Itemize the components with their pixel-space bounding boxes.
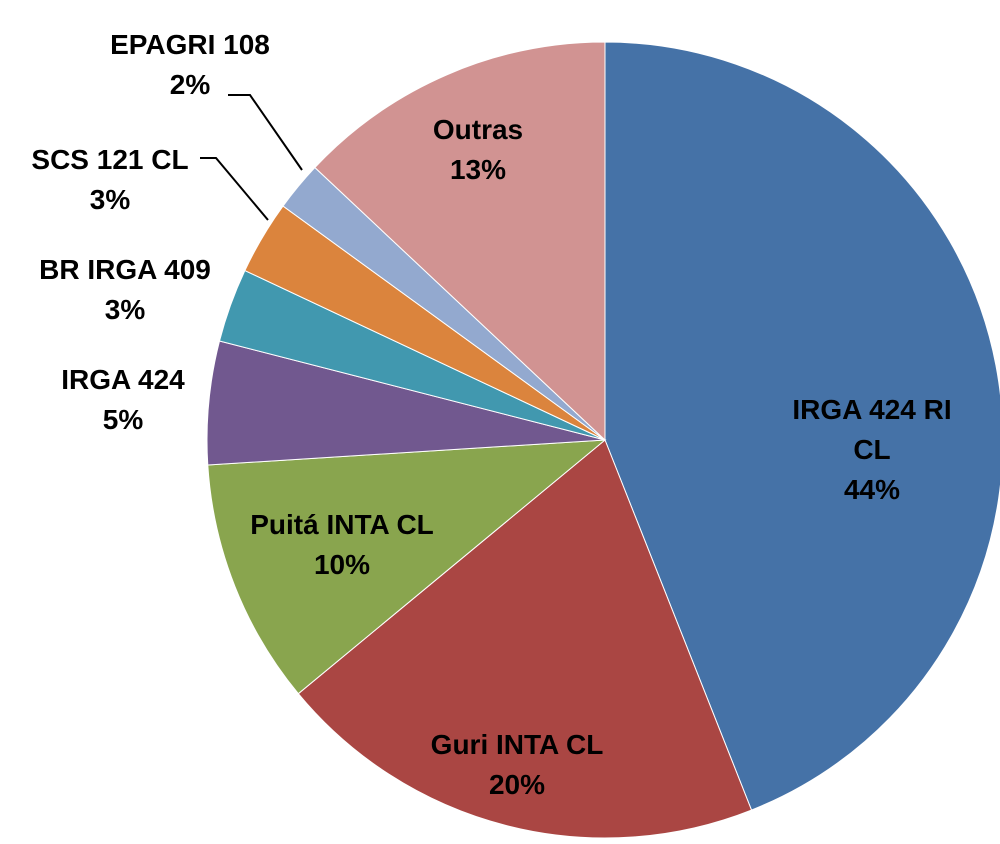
pie-slice bbox=[604, 41, 1000, 811]
value-label: 3% bbox=[104, 294, 146, 325]
slice-label: EPAGRI 108 2% bbox=[110, 25, 270, 105]
leader-line bbox=[200, 157, 269, 221]
pie-slice bbox=[297, 439, 753, 839]
value-label: 10% bbox=[313, 549, 371, 580]
slice-label: Outras 13% bbox=[433, 110, 523, 190]
slice-label: Puitá INTA CL 10% bbox=[250, 505, 434, 585]
value-label: 20% bbox=[488, 769, 546, 800]
category-label: SCS 121 CL bbox=[31, 144, 189, 175]
value-label: 44% bbox=[843, 474, 901, 505]
category-label: IRGA 424 bbox=[61, 364, 185, 395]
slice-label: IRGA 424 5% bbox=[61, 360, 184, 440]
category-label: BR IRGA 409 bbox=[39, 254, 211, 285]
pie-slice bbox=[207, 439, 607, 695]
category-label: EPAGRI 108 bbox=[110, 29, 270, 60]
value-label: 5% bbox=[102, 404, 144, 435]
category-label: Outras bbox=[432, 114, 524, 145]
category-label: IRGA 424 RI CL bbox=[792, 394, 952, 465]
slice-label: SCS 121 CL 3% bbox=[31, 140, 188, 220]
value-label: 13% bbox=[449, 154, 507, 185]
slices bbox=[206, 41, 1000, 839]
value-label: 3% bbox=[89, 184, 131, 215]
leader-line bbox=[228, 94, 303, 171]
slice-label: IRGA 424 RI CL 44% bbox=[777, 390, 967, 510]
slice-label: BR IRGA 409 3% bbox=[39, 250, 211, 330]
category-label: Guri INTA CL bbox=[430, 729, 604, 760]
pie-slice bbox=[314, 41, 606, 442]
value-label: 2% bbox=[169, 69, 211, 100]
category-label: Puitá INTA CL bbox=[250, 509, 434, 540]
slice-label: Guri INTA CL 20% bbox=[431, 725, 604, 805]
